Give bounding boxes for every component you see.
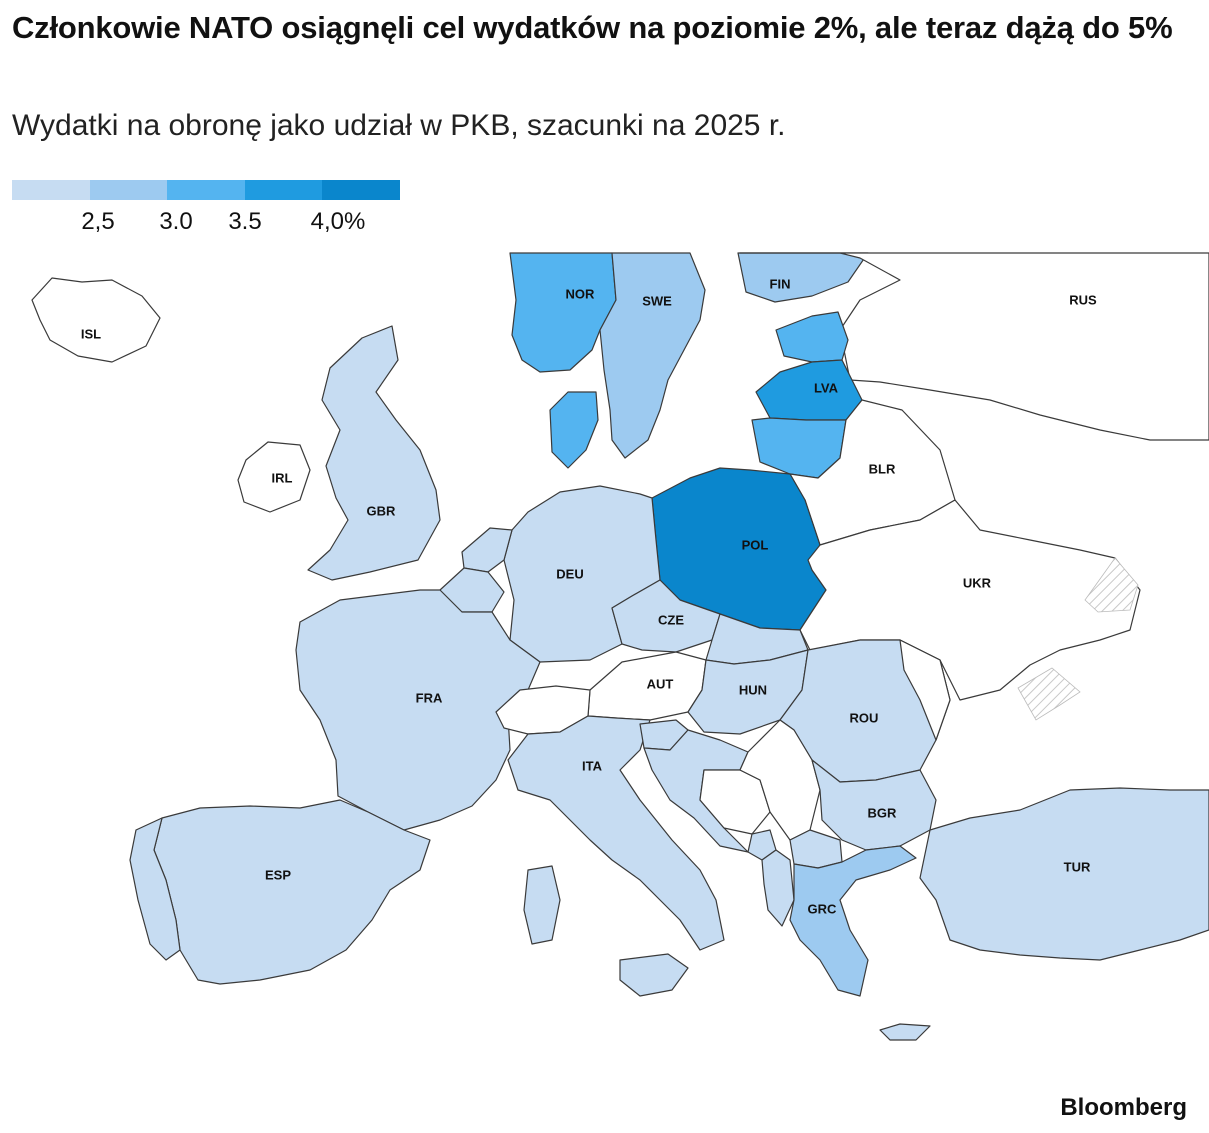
country-label-irl: IRL xyxy=(272,470,293,485)
map-canvas: ISL NOR SWE FIN RUS LVA IRL GBR BLR POL DEU UKR CZE F… xyxy=(31,252,1209,1041)
country-label-fra: FRA xyxy=(416,690,443,705)
country-tur xyxy=(919,787,1209,961)
country-bgr xyxy=(811,759,937,851)
legend-swatch xyxy=(89,180,168,200)
occupied-area-crimea xyxy=(1017,667,1081,721)
legend-swatch xyxy=(167,180,245,200)
country-label-cze: CZE xyxy=(658,612,684,627)
country-ukr xyxy=(799,499,1141,701)
country-label-pol: POL xyxy=(742,537,769,552)
country-label-swe: SWE xyxy=(642,293,672,308)
country-label-rou: ROU xyxy=(850,710,879,725)
country-label-aut: AUT xyxy=(647,676,674,691)
country-label-bgr: BGR xyxy=(868,805,898,820)
occupied-area-east-ukraine xyxy=(1084,557,1139,613)
country-ita xyxy=(507,715,725,951)
country-label-esp: ESP xyxy=(265,867,291,882)
country-label-blr: BLR xyxy=(869,461,896,476)
legend-swatch xyxy=(322,180,400,200)
country-swe xyxy=(599,252,706,459)
country-fra xyxy=(295,589,541,831)
country-lva xyxy=(755,359,863,421)
legend-color-bar xyxy=(12,180,400,200)
chart-title: Członkowie NATO osiągnęli cel wydatków n… xyxy=(12,10,1173,45)
country-label-rus: RUS xyxy=(1069,292,1097,307)
country-mne xyxy=(747,829,777,861)
country-label-tur: TUR xyxy=(1064,859,1091,874)
legend-swatch xyxy=(244,180,323,200)
country-label-hun: HUN xyxy=(739,682,767,697)
country-mda xyxy=(899,639,951,741)
country-label-fin: FIN xyxy=(770,276,791,291)
country-fin xyxy=(737,252,869,303)
europe-choropleth-map: ISL NOR SWE FIN RUS LVA IRL GBR BLR POL DEU UKR CZE F… xyxy=(0,250,1209,1050)
country-label-ita: ITA xyxy=(582,758,603,773)
country-label-gbr: GBR xyxy=(367,503,397,518)
country-label-deu: DEU xyxy=(556,566,583,581)
country-label-lva: LVA xyxy=(814,380,839,395)
legend-tick: 2,5 xyxy=(81,208,115,235)
country-cyp xyxy=(879,1023,931,1041)
legend-swatch xyxy=(12,180,90,200)
source-credit: Bloomberg xyxy=(1060,1094,1187,1121)
country-label-nor: NOR xyxy=(566,286,596,301)
legend-tick: 3.5 xyxy=(228,208,262,235)
country-isl xyxy=(31,277,161,363)
country-label-grc: GRC xyxy=(808,901,838,916)
island-sar xyxy=(523,865,561,945)
country-label-isl: ISL xyxy=(81,326,101,341)
country-nor xyxy=(509,252,617,373)
country-label-ukr: UKR xyxy=(963,575,992,590)
country-dnk xyxy=(549,391,599,469)
country-alb xyxy=(761,849,795,927)
legend-tick: 3.0 xyxy=(159,208,193,235)
legend-tick: 4,0% xyxy=(310,208,366,235)
country-esp xyxy=(153,799,431,985)
country-irl xyxy=(237,441,311,513)
country-nld xyxy=(461,527,513,573)
country-est xyxy=(775,311,849,363)
country-grc xyxy=(789,845,917,997)
chart-subtitle: Wydatki na obronę jako udział w PKB, sza… xyxy=(12,109,786,142)
country-gbr xyxy=(307,325,441,581)
country-rus xyxy=(739,252,1209,441)
island-sic xyxy=(619,953,689,997)
country-mkd xyxy=(789,829,843,869)
color-legend: 2,5 3.0 3.5 4,0% xyxy=(12,180,402,240)
country-prt xyxy=(129,817,181,961)
